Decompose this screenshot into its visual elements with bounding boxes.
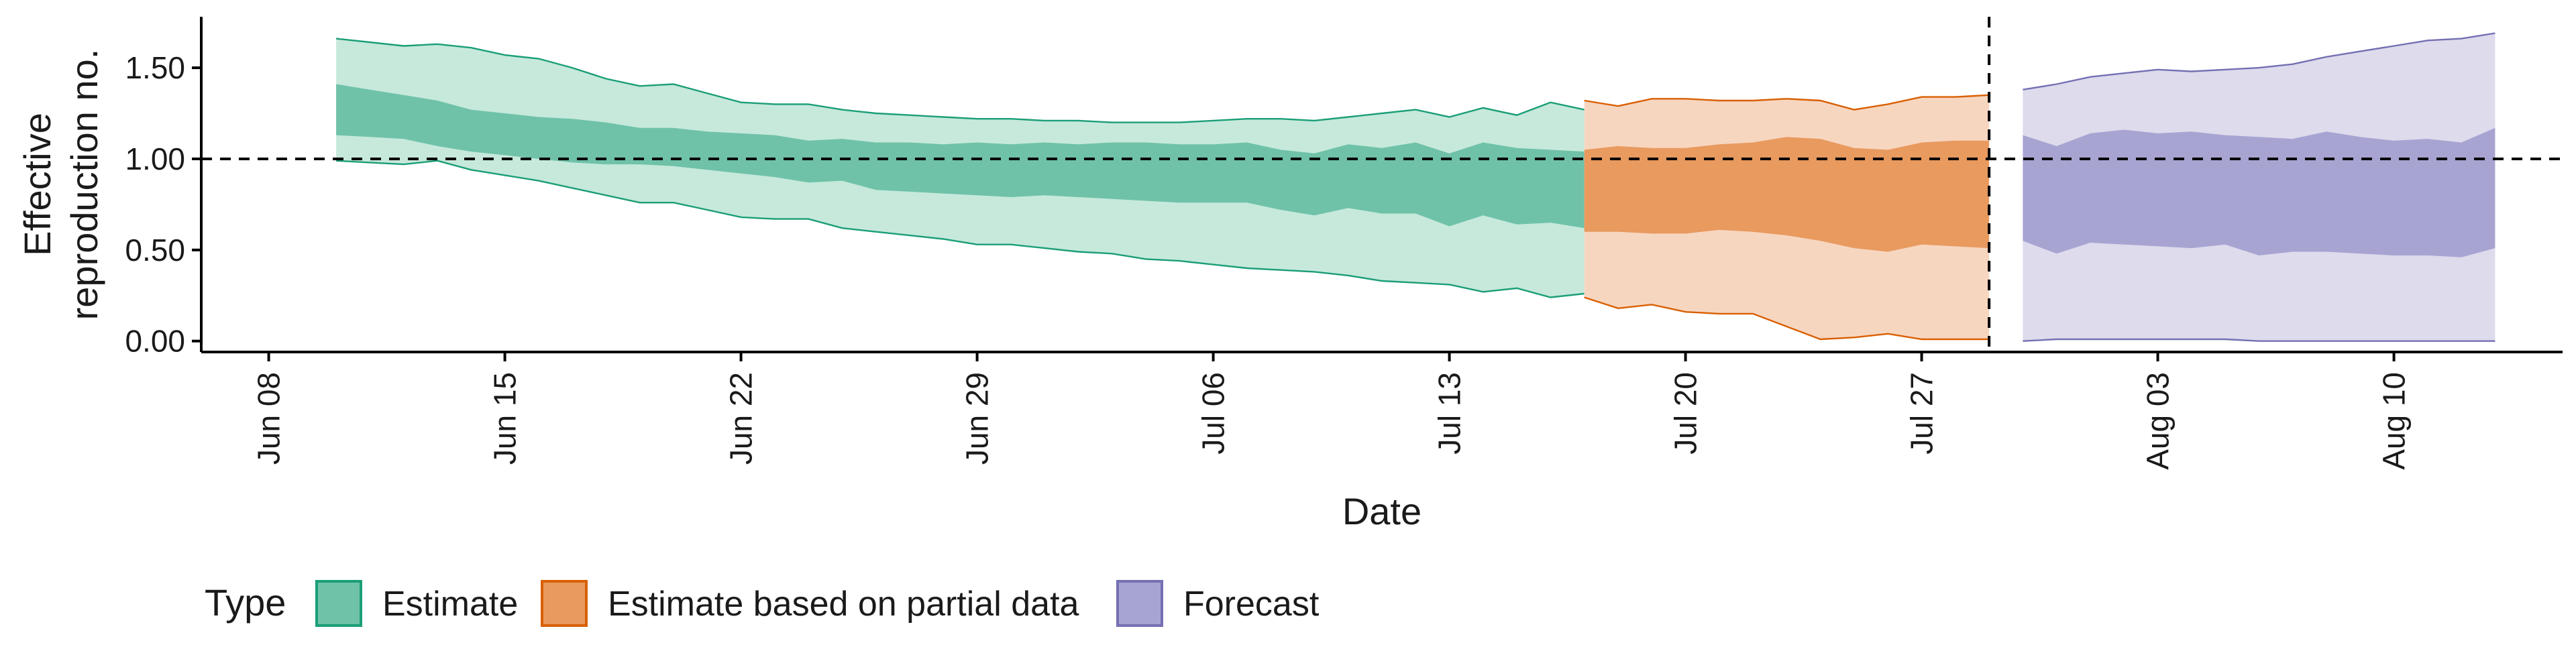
forecast-inner-band bbox=[2023, 127, 2496, 257]
y-tick-label: 0.50 bbox=[125, 233, 185, 268]
x-tick-label: Aug 03 bbox=[2141, 372, 2176, 470]
legend-item-estimate[interactable]: Estimate bbox=[315, 580, 518, 627]
x-tick-label: Jun 15 bbox=[488, 372, 523, 465]
forecast-lower-line bbox=[2023, 338, 2496, 342]
y-axis-title-line-1: Effective bbox=[16, 113, 58, 256]
x-tick-label: Jul 06 bbox=[1196, 372, 1231, 455]
x-tick-label: Jun 08 bbox=[252, 372, 286, 465]
x-tick-label: Jun 29 bbox=[960, 372, 995, 465]
x-tick-label: Jul 27 bbox=[1904, 372, 1939, 455]
estimate-based-on-partial-data-inner-band bbox=[1584, 137, 1990, 252]
y-tick-label: 1.00 bbox=[125, 141, 185, 176]
y-tick-label: 0.00 bbox=[125, 324, 185, 359]
estimate-upper-line bbox=[335, 38, 1585, 123]
estimate-inner-band bbox=[336, 84, 1585, 229]
legend: Type Estimate Estimate based on partial da… bbox=[205, 580, 1320, 627]
x-tick-label: Jul 13 bbox=[1432, 372, 1467, 455]
legend-key-forecast bbox=[1116, 580, 1163, 627]
x-tick-label: Jul 20 bbox=[1668, 372, 1703, 455]
forecast-upper-line bbox=[2023, 32, 2496, 91]
legend-label: Estimate bbox=[382, 585, 518, 624]
estimate-based-on-partial-data-upper-line bbox=[1584, 94, 1990, 111]
legend-item-forecast[interactable]: Forecast bbox=[1116, 580, 1320, 627]
legend-item-estimate-based-on-partial-data[interactable]: Estimate based on partial data bbox=[541, 580, 1079, 627]
x-axis-title: Date bbox=[1342, 490, 1421, 532]
x-tick-label: Jun 22 bbox=[724, 372, 759, 465]
legend-key-estimate-based-on-partial-data bbox=[541, 580, 588, 627]
legend-label: Forecast bbox=[1183, 585, 1320, 624]
axes: 0.00 0.50 1.00 1.50 Jun 08 Jun 15 Jun 22 Jun 29… bbox=[125, 17, 2563, 470]
legend-key-estimate bbox=[315, 580, 362, 627]
y-axis-title-line-2: reproduction no. bbox=[63, 49, 105, 320]
axis-labels: Date Effective reproduction no. bbox=[16, 49, 1421, 532]
legend-label: Estimate based on partial data bbox=[608, 585, 1079, 624]
band-layer bbox=[335, 32, 2496, 342]
estimate-based-on-partial-data-lower-line bbox=[1584, 296, 1990, 341]
estimate-lower-line bbox=[336, 160, 1585, 298]
y-tick-label: 1.50 bbox=[125, 50, 185, 85]
x-tick-label: Aug 10 bbox=[2377, 372, 2412, 470]
legend-title: Type bbox=[205, 581, 286, 624]
